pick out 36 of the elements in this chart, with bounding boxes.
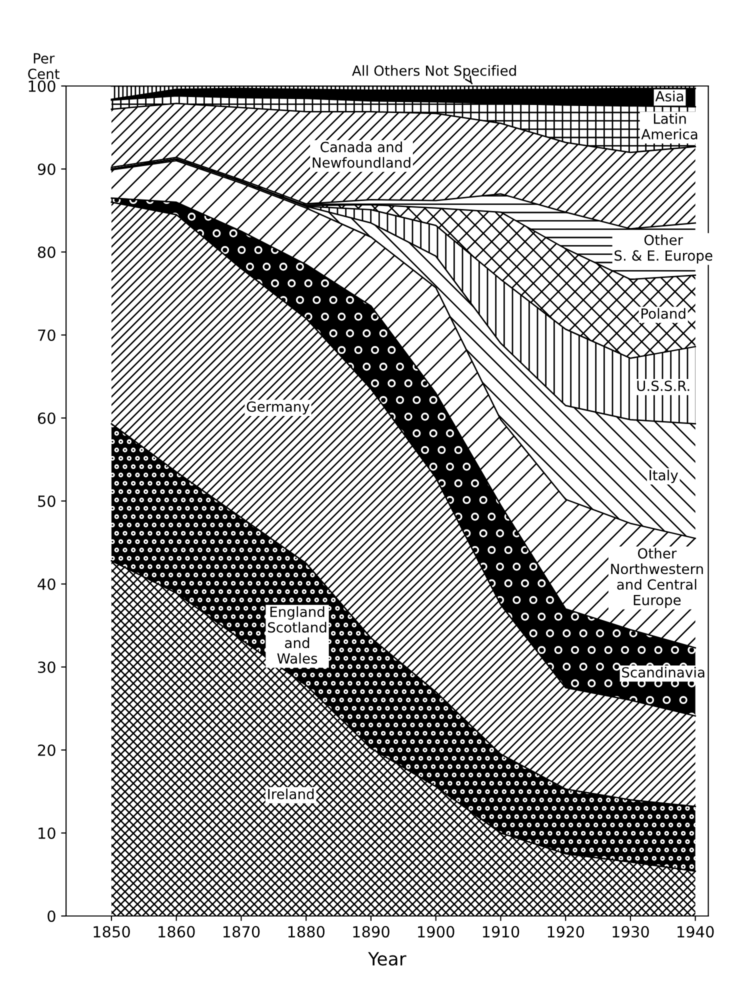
series-label: Other Northwestern and Central Europe [611,548,703,608]
x-tick-label: 1920 [548,926,584,938]
series-label: U.S.S.R. [637,380,690,392]
series-label: Scandinavia [622,666,704,678]
y-tick-label: 100 [28,80,56,92]
x-tick-label: 1900 [418,926,454,938]
series-label: Latin America [641,113,698,140]
y-tick-label: 80 [38,246,56,258]
x-tick-label: 1910 [482,926,520,938]
x-tick-label: 1870 [223,926,260,938]
y-tick-label: 90 [38,163,56,176]
y-tick-label: 10 [38,827,56,840]
x-tick-label: 1880 [288,926,325,938]
y-tick-label: 40 [38,578,56,590]
x-axis-title: Year [368,952,406,966]
series-label: England Scotland and Wales [268,606,326,664]
y-tick-label: 60 [38,412,56,424]
x-tick-label: 1850 [94,926,130,938]
y-tick-label: 0 [48,910,56,922]
series-label: Ireland [268,788,314,800]
x-tick-label: 1890 [353,926,390,938]
series-label: All Others Not Specified [352,65,516,79]
x-tick-label: 1940 [678,926,714,938]
series-label: Canada and Newfoundland [312,142,410,168]
x-tick-label: 1930 [612,926,649,938]
x-tick-label: 1860 [158,926,195,938]
y-tick-label: 20 [38,744,56,756]
y-axis-title: Per Cent [28,53,60,80]
y-tick-label: 30 [38,661,56,674]
series-label: Other S. & E. Europe [614,234,712,264]
series-label: Germany [246,401,310,415]
y-tick-label: 50 [38,495,56,508]
series-label: Italy [650,470,678,484]
series-label: Poland [642,308,686,319]
y-tick-label: 70 [38,329,56,342]
series-label: Asia [655,90,684,102]
